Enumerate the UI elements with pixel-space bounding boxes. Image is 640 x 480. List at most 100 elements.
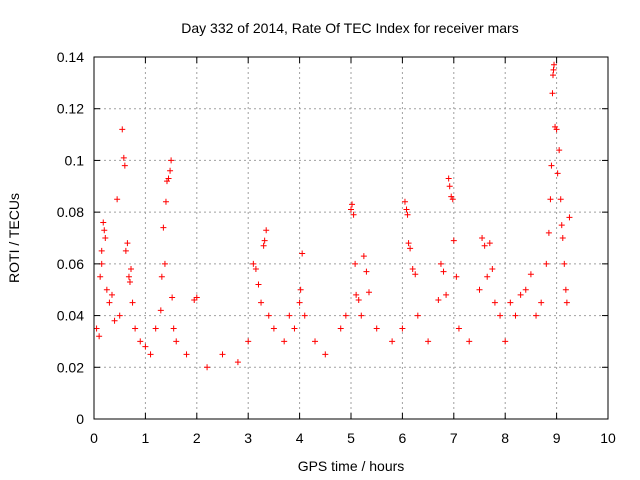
y-tick-label: 0 [76,411,84,427]
data-point [522,286,529,293]
data-point [437,260,444,267]
data-point [563,299,570,306]
data-point [234,359,241,366]
data-point [538,299,545,306]
chart-title: Day 332 of 2014, Rate Of TEC Index for r… [181,20,518,36]
data-point [250,260,257,267]
data-point [252,266,259,273]
x-tick-label: 5 [347,430,355,446]
data-point [360,253,367,260]
data-point [365,289,372,296]
x-tick-label: 3 [244,430,252,446]
data-point [255,281,262,288]
data-point [358,312,365,319]
data-point [167,167,174,174]
data-point [562,286,569,293]
data-point [170,325,177,332]
axis-ticks [93,56,609,420]
data-point [512,312,519,319]
data-point [270,325,277,332]
data-point [162,198,169,205]
data-point [126,278,133,285]
data-point [168,157,175,164]
data-point [491,299,498,306]
data-point [204,364,211,371]
data-point [137,338,144,345]
y-tick-labels: 0 0.02 0.04 0.06 0.08 0.1 0.12 0.14 [57,49,84,427]
y-tick-label: 0.06 [57,256,84,272]
data-point [102,235,109,241]
data-point [116,312,123,319]
data-point [119,126,126,133]
data-point [103,286,110,293]
data-point [261,237,268,244]
data-point [409,266,416,273]
data-point [554,170,561,177]
grid-lines [94,57,608,419]
data-point [445,175,452,182]
data-point [553,126,560,133]
data-point [352,260,359,267]
data-point [404,211,411,218]
data-point [407,245,414,252]
data-point [161,260,168,267]
data-point [191,297,198,304]
data-point [100,219,107,226]
data-point [173,338,180,345]
data-point [558,222,565,229]
data-point [414,312,421,319]
data-point [169,294,176,301]
data-point [158,273,165,280]
x-tick-label: 4 [296,430,304,446]
data-point [301,312,308,319]
data-point [281,338,288,345]
data-point [453,273,460,280]
y-tick-label: 0.14 [57,49,84,65]
data-point [165,175,172,182]
data-point [517,291,524,298]
x-tick-label: 0 [90,430,98,446]
data-point [399,325,406,332]
data-point [466,338,473,345]
y-tick-label: 0.12 [57,101,84,117]
data-point [550,66,557,73]
data-point [502,338,509,345]
data-point [543,260,550,267]
data-point [440,268,447,275]
data-point [566,214,573,221]
data-point [476,286,483,293]
x-tick-label: 1 [142,430,150,446]
data-point [435,297,442,304]
x-tick-label: 6 [399,430,407,446]
data-point [245,338,252,345]
y-tick-label: 0.04 [57,308,84,324]
data-point [349,201,356,208]
y-axis-label: ROTI / TECUs [6,193,22,283]
data-point [389,338,396,345]
data-point [101,227,108,234]
data-point [132,325,139,332]
data-point [548,162,555,169]
data-point [545,229,552,236]
data-point [219,351,226,358]
data-point [425,338,432,345]
data-point [549,90,556,97]
data-point [443,291,450,298]
data-point [147,351,154,358]
y-tick-label: 0.08 [57,204,84,220]
data-point [142,343,149,350]
data-point [128,266,135,273]
data-point [489,266,496,273]
data-point [363,268,370,275]
x-tick-label: 10 [600,430,616,446]
data-point [106,299,113,306]
data-point [446,183,453,190]
data-point [481,242,488,249]
data-point [507,299,514,306]
data-point [455,325,462,332]
data-point [348,206,354,213]
data-point [561,260,568,267]
data-point [484,273,491,280]
data-point [193,294,200,301]
